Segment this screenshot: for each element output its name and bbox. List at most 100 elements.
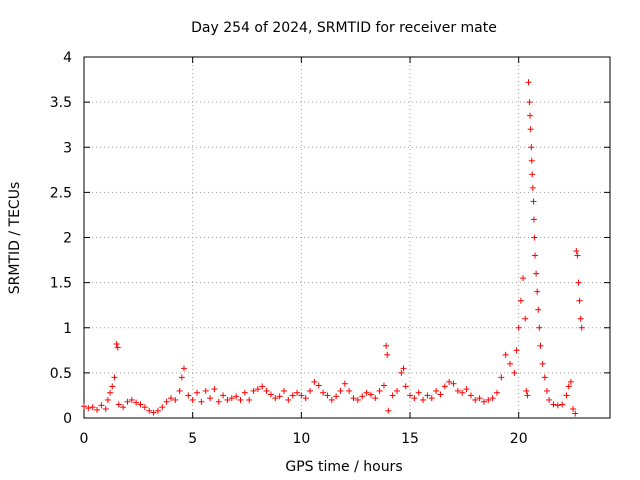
- data-point: [178, 374, 185, 381]
- data-point: [554, 402, 561, 409]
- y-tick-label: 1: [63, 321, 72, 337]
- data-point: [154, 407, 161, 414]
- data-point: [215, 398, 222, 405]
- data-point: [109, 383, 116, 390]
- data-point: [176, 387, 183, 394]
- data-point: [380, 382, 387, 389]
- data-point: [311, 378, 318, 385]
- data-point: [237, 396, 244, 403]
- data-point: [81, 403, 87, 410]
- y-axis: 0 0.5 1 1.5 2 2.5 3 3.5 4: [50, 50, 610, 427]
- data-point: [367, 391, 374, 398]
- data-point: [250, 387, 257, 394]
- data-point: [565, 383, 572, 390]
- data-point: [498, 374, 505, 381]
- data-point: [207, 395, 214, 402]
- data-point: [104, 396, 111, 403]
- data-point: [202, 387, 209, 394]
- data-point: [476, 395, 483, 402]
- data-point: [493, 389, 500, 396]
- data-point: [128, 396, 135, 403]
- x-axis-title: GPS time / hours: [285, 459, 402, 475]
- data-point: [463, 386, 470, 393]
- data-point: [254, 386, 261, 393]
- data-point: [285, 396, 292, 403]
- data-point: [532, 252, 539, 259]
- data-point: [527, 126, 534, 133]
- data-point: [485, 396, 492, 403]
- data-point: [115, 401, 122, 408]
- data-point: [354, 396, 361, 403]
- data-point: [307, 387, 314, 394]
- data-point: [578, 324, 585, 331]
- y-tick-label: 3: [63, 140, 72, 156]
- data-point: [522, 315, 529, 322]
- data-point: [530, 198, 537, 205]
- chart-title: Day 254 of 2024, SRMTID for receiver mat…: [191, 20, 497, 36]
- data-point: [194, 389, 201, 396]
- data-point: [320, 389, 327, 396]
- data-point: [575, 279, 582, 286]
- data-point: [489, 395, 496, 402]
- data-points: [81, 79, 585, 417]
- data-point: [398, 369, 405, 376]
- data-point: [411, 395, 418, 402]
- data-point: [520, 275, 527, 282]
- data-point: [572, 410, 579, 417]
- data-point: [111, 374, 118, 381]
- data-point: [337, 387, 344, 394]
- data-point: [315, 382, 322, 389]
- data-point: [467, 392, 474, 399]
- data-point: [159, 404, 166, 411]
- data-point: [185, 392, 192, 399]
- data-point: [533, 270, 540, 277]
- data-point: [137, 401, 144, 408]
- y-tick-label: 2: [63, 231, 72, 247]
- y-tick-label: 1.5: [50, 276, 72, 292]
- data-point: [459, 389, 466, 396]
- data-point: [541, 374, 548, 381]
- grid-lines: [84, 57, 610, 418]
- data-point: [534, 288, 541, 295]
- data-point: [527, 112, 534, 119]
- plot-frame: [83, 56, 611, 419]
- data-point: [523, 387, 530, 394]
- data-point: [511, 369, 518, 376]
- data-point: [294, 389, 301, 396]
- data-point: [393, 387, 400, 394]
- data-point: [224, 396, 231, 403]
- data-point: [346, 387, 353, 394]
- data-point: [543, 387, 550, 394]
- data-point: [189, 396, 196, 403]
- data-point: [567, 378, 574, 385]
- data-point: [280, 387, 287, 394]
- data-point: [570, 405, 577, 412]
- data-point: [577, 315, 584, 322]
- y-tick-label: 4: [63, 50, 72, 66]
- data-point: [211, 386, 218, 393]
- data-point: [573, 248, 580, 255]
- data-point: [400, 365, 407, 372]
- data-point: [272, 395, 279, 402]
- data-point: [550, 401, 557, 408]
- data-point: [220, 392, 227, 399]
- data-point: [384, 351, 391, 358]
- data-point: [517, 297, 524, 304]
- data-point: [546, 396, 553, 403]
- data-point: [324, 392, 331, 399]
- data-point: [150, 409, 157, 416]
- x-tick-label: 20: [510, 431, 528, 447]
- data-point: [98, 402, 105, 409]
- data-point: [472, 396, 479, 403]
- x-tick-label: 5: [188, 431, 197, 447]
- data-point: [198, 398, 205, 405]
- data-point: [446, 378, 453, 385]
- x-tick-label: 15: [401, 431, 419, 447]
- data-point: [437, 391, 444, 398]
- data-point: [267, 391, 274, 398]
- data-point: [389, 392, 396, 399]
- data-point: [263, 387, 270, 394]
- data-point: [133, 399, 140, 406]
- data-point: [537, 342, 544, 349]
